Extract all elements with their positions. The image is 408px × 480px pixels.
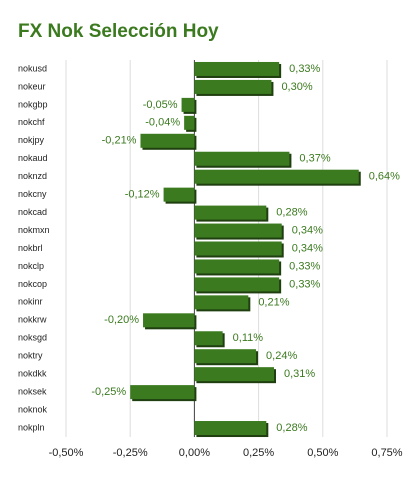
bar <box>194 169 359 184</box>
bar <box>194 277 280 292</box>
y-tick-label: nokdkk <box>18 369 47 379</box>
y-tick-label: noksek <box>18 386 47 396</box>
value-label: 0,37% <box>299 153 330 165</box>
value-label: -0,25% <box>91 386 126 398</box>
bar <box>194 367 275 382</box>
y-tick-label: nokinr <box>18 297 43 307</box>
bar <box>194 223 282 238</box>
x-tick-label: 0,75% <box>371 447 402 459</box>
value-label: 0,21% <box>258 296 289 308</box>
bar <box>194 241 282 256</box>
value-label: 0,24% <box>266 350 297 362</box>
bar <box>194 79 272 94</box>
y-tick-label: nokaud <box>18 153 48 163</box>
bar <box>194 295 249 310</box>
bar <box>194 205 267 220</box>
value-label: 0,31% <box>284 368 315 380</box>
value-label: -0,20% <box>104 314 139 326</box>
y-tick-label: nokcny <box>18 189 47 199</box>
bar <box>194 61 280 76</box>
value-label: 0,28% <box>276 422 307 434</box>
y-tick-label: nokeur <box>18 81 46 91</box>
y-tick-label: nokjpy <box>18 135 45 145</box>
value-label: 0,34% <box>292 242 323 254</box>
y-tick-label: nokbrl <box>18 243 43 253</box>
x-tick-label: 0,50% <box>307 447 338 459</box>
value-label: 0,30% <box>281 81 312 93</box>
bar <box>194 259 280 274</box>
bar <box>194 421 267 436</box>
value-label: 0,11% <box>233 332 264 344</box>
value-label: 0,28% <box>276 207 307 219</box>
y-tick-label: noknok <box>18 404 48 414</box>
x-tick-label: -0,50% <box>49 447 84 459</box>
bar <box>184 115 195 130</box>
value-label: 0,33% <box>289 278 320 290</box>
y-tick-label: nokmxn <box>18 225 50 235</box>
x-tick-label: -0,25% <box>113 447 148 459</box>
value-label: -0,21% <box>102 135 137 147</box>
x-tick-label: 0,25% <box>243 447 274 459</box>
y-tick-label: nokusd <box>18 63 47 73</box>
value-label: -0,05% <box>143 99 178 111</box>
y-tick-label: nokchf <box>18 117 45 127</box>
bar <box>194 151 290 166</box>
x-tick-label: 0,00% <box>179 447 210 459</box>
y-tick-label: nokgbp <box>18 99 48 109</box>
bar <box>181 97 195 112</box>
value-label: 0,34% <box>292 224 323 236</box>
value-label: -0,12% <box>125 189 160 201</box>
y-tick-label: noksgd <box>18 333 47 343</box>
y-tick-label: noknzd <box>18 171 47 181</box>
y-tick-label: nokcop <box>18 279 47 289</box>
y-tick-label: noktry <box>18 351 43 361</box>
value-label: 0,64% <box>369 171 400 183</box>
y-tick-label: nokcad <box>18 207 47 217</box>
y-tick-label: nokkrw <box>18 315 47 325</box>
bar <box>194 331 223 346</box>
bar <box>130 385 195 400</box>
bar <box>194 349 257 364</box>
y-tick-label: nokclp <box>18 261 44 271</box>
value-label: -0,04% <box>145 117 180 129</box>
bar <box>143 313 195 328</box>
chart-title: FX Nok Selección Hoy <box>18 21 219 42</box>
bar <box>140 133 195 148</box>
bar <box>163 187 195 202</box>
y-tick-label: nokpln <box>18 422 45 432</box>
value-label: 0,33% <box>289 260 320 272</box>
value-label: 0,33% <box>289 63 320 75</box>
